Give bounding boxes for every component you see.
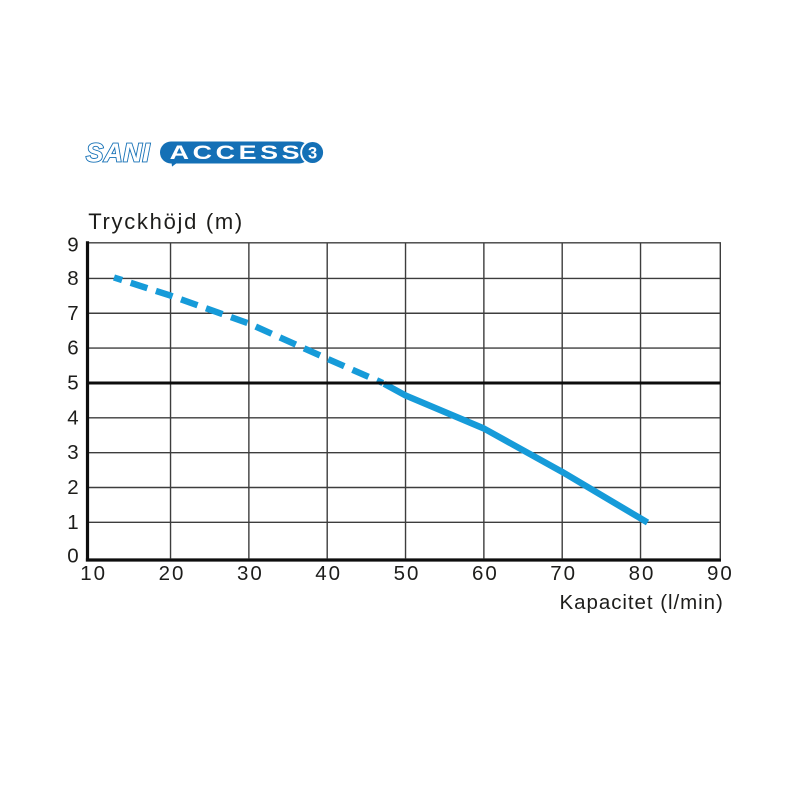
svg-text:4: 4 bbox=[67, 406, 78, 429]
svg-text:30: 30 bbox=[237, 562, 264, 585]
svg-text:70: 70 bbox=[550, 562, 577, 585]
svg-text:80: 80 bbox=[629, 562, 656, 585]
svg-text:Tryckhöjd (m): Tryckhöjd (m) bbox=[88, 209, 244, 234]
svg-text:3: 3 bbox=[67, 441, 78, 464]
svg-text:0: 0 bbox=[67, 544, 78, 567]
svg-text:5: 5 bbox=[67, 371, 78, 394]
svg-text:8: 8 bbox=[67, 267, 78, 290]
svg-text:10: 10 bbox=[80, 562, 107, 585]
svg-text:6: 6 bbox=[67, 337, 78, 360]
svg-text:40: 40 bbox=[315, 562, 342, 585]
svg-text:2: 2 bbox=[67, 476, 78, 499]
svg-text:90: 90 bbox=[707, 562, 734, 585]
svg-text:60: 60 bbox=[472, 562, 499, 585]
svg-text:9: 9 bbox=[67, 233, 78, 256]
svg-text:SANI: SANI bbox=[86, 138, 150, 168]
svg-text:20: 20 bbox=[159, 562, 186, 585]
svg-text:1: 1 bbox=[67, 511, 78, 534]
svg-text:ACCESS: ACCESS bbox=[170, 142, 304, 164]
svg-text:3: 3 bbox=[308, 144, 317, 162]
svg-text:50: 50 bbox=[394, 562, 421, 585]
svg-text:Kapacitet (l/min): Kapacitet (l/min) bbox=[560, 591, 724, 614]
svg-text:7: 7 bbox=[67, 302, 78, 325]
